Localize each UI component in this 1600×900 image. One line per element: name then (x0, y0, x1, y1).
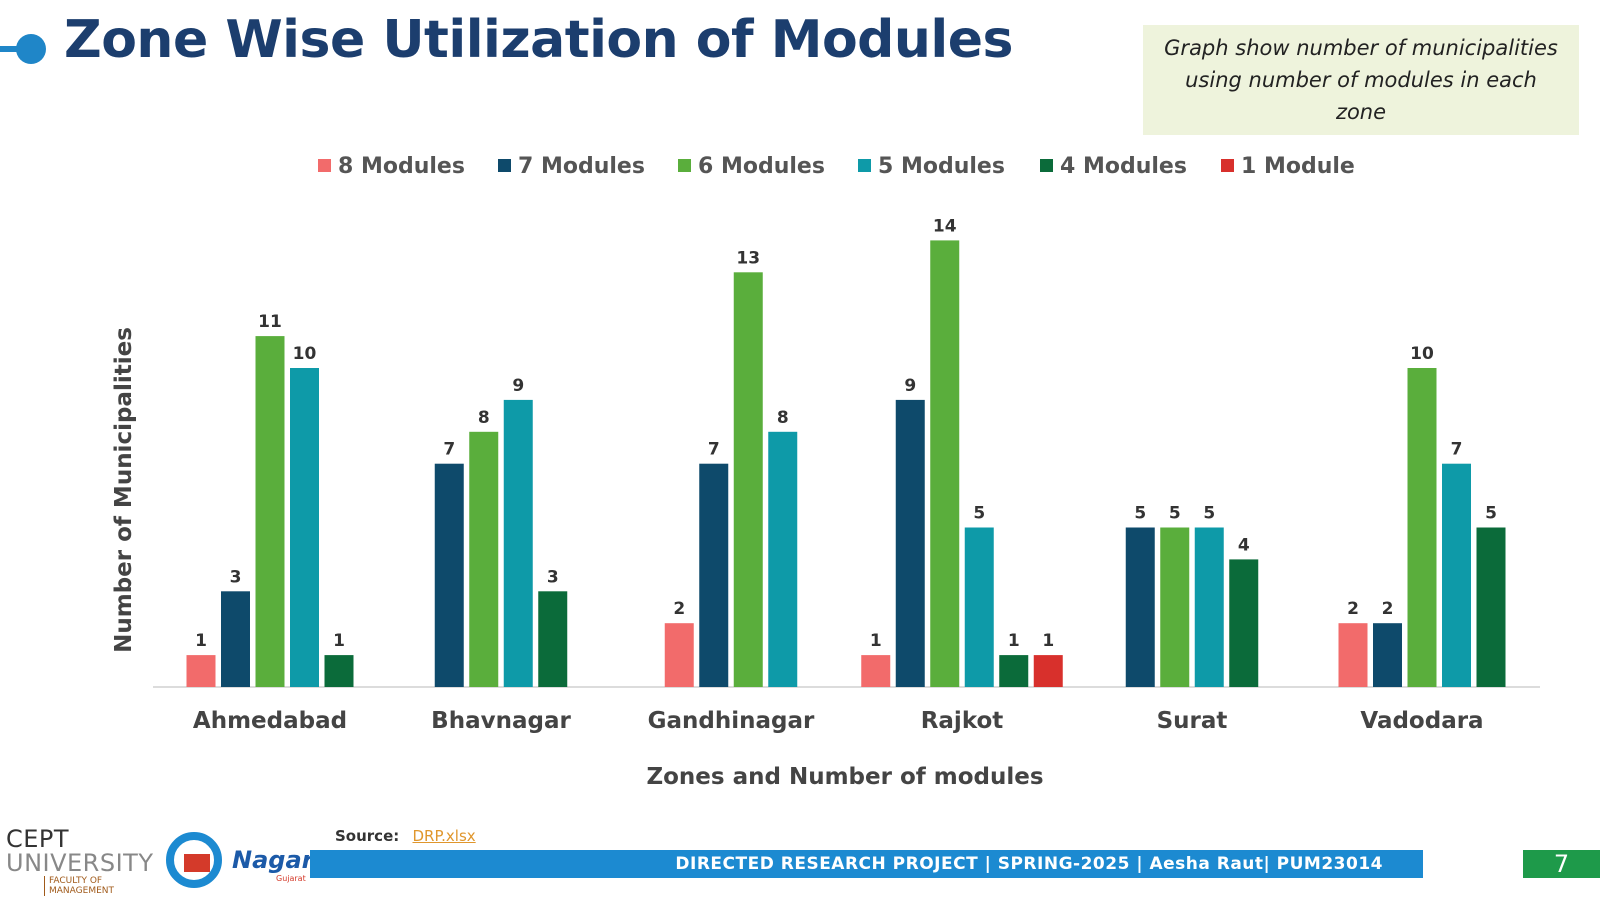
bar (434, 463, 464, 687)
data-label: 11 (258, 312, 282, 332)
data-label: 14 (933, 216, 957, 236)
data-label: 1 (333, 631, 345, 651)
legend-label: 5 Modules (878, 154, 1005, 179)
legend-label: 7 Modules (518, 154, 645, 179)
data-label: 1 (1042, 631, 1054, 651)
bar (186, 655, 216, 687)
bar-chart: 1311101Ahmedabad7893Bhavnagar27138Gandhi… (111, 154, 1540, 790)
title-accent-line (0, 46, 30, 52)
nagar-logo: Nagar Gujarat (166, 832, 314, 896)
bar (930, 240, 960, 687)
bar (999, 655, 1029, 687)
data-label: 13 (736, 248, 760, 268)
data-label: 3 (230, 567, 242, 587)
data-label: 2 (1347, 599, 1359, 619)
nagar-ring-icon (166, 832, 222, 888)
footer-text: DIRECTED RESEARCH PROJECT | SPRING-2025 … (675, 854, 1383, 874)
data-label: 2 (1382, 599, 1394, 619)
bar (255, 336, 285, 687)
data-label: 5 (1203, 504, 1215, 524)
data-label: 8 (777, 408, 789, 428)
x-tick-label: Gandhinagar (648, 708, 815, 734)
legend-label: 8 Modules (338, 154, 465, 179)
bar (538, 591, 568, 687)
x-tick-label: Rajkot (921, 708, 1004, 734)
page-title: Zone Wise Utilization of Modules (64, 10, 1013, 70)
data-label: 5 (1169, 504, 1181, 524)
x-tick-label: Vadodara (1360, 708, 1483, 734)
data-label: 3 (547, 567, 559, 587)
x-axis-title: Zones and Number of modules (646, 764, 1043, 790)
cept-logo-line1: CEPT (6, 825, 70, 853)
data-label: 7 (708, 440, 720, 460)
data-label: 4 (1238, 535, 1250, 555)
data-label: 5 (1134, 504, 1146, 524)
x-tick-label: Ahmedabad (193, 708, 347, 734)
data-label: 5 (1485, 504, 1497, 524)
data-label: 7 (443, 440, 455, 460)
data-label: 1 (195, 631, 207, 651)
data-label: 1 (1008, 631, 1020, 651)
bar (768, 431, 798, 687)
legend-label: 1 Module (1241, 154, 1355, 179)
bar (1194, 527, 1224, 687)
bar (895, 399, 925, 687)
data-label: 2 (673, 599, 685, 619)
bar (1229, 559, 1259, 687)
data-label: 10 (293, 344, 317, 364)
x-tick-label: Bhavnagar (431, 708, 571, 734)
nagar-logo-sub: Gujarat (276, 874, 306, 883)
data-label: 9 (904, 376, 916, 396)
bar (664, 623, 694, 687)
bar (503, 399, 533, 687)
bar (733, 272, 763, 687)
bar (1442, 463, 1471, 687)
bar (964, 527, 994, 687)
nagar-city-icon (184, 854, 210, 872)
bar (1338, 623, 1368, 687)
y-axis-title: Number of Municipalities (111, 327, 137, 653)
bar (1033, 655, 1063, 687)
legend-swatch (318, 159, 331, 172)
legend-swatch (498, 159, 511, 172)
footer-bar: DIRECTED RESEARCH PROJECT | SPRING-2025 … (310, 850, 1423, 878)
legend-swatch (858, 159, 871, 172)
legend-label: 6 Modules (698, 154, 825, 179)
cept-logo-line3: FACULTY OF MANAGEMENT (44, 876, 146, 896)
title-bullet-icon (16, 34, 46, 64)
bar (221, 591, 250, 687)
cept-logo-line2: UNIVERSITY (6, 849, 154, 877)
bar (1160, 527, 1190, 687)
bar (324, 655, 354, 687)
data-label: 1 (870, 631, 882, 651)
source-label: Source: (335, 827, 400, 845)
data-label: 7 (1451, 440, 1463, 460)
data-label: 8 (478, 408, 490, 428)
data-label: 10 (1410, 344, 1434, 364)
legend-swatch (1221, 159, 1234, 172)
bar (699, 463, 729, 687)
bar (1373, 623, 1402, 687)
bar (290, 368, 319, 687)
bar (1125, 527, 1155, 687)
bar (1476, 527, 1506, 687)
x-tick-label: Surat (1157, 708, 1228, 734)
bar (469, 431, 499, 687)
bar (861, 655, 891, 687)
cept-university-logo: CEPT UNIVERSITY FACULTY OF MANAGEMENT (6, 825, 154, 896)
legend-swatch (678, 159, 691, 172)
data-label: 5 (973, 504, 985, 524)
source: Source: DRP.xlsx (335, 827, 476, 845)
nagar-logo-text: Nagar (232, 846, 314, 874)
bar (1407, 368, 1437, 687)
legend-swatch (1040, 159, 1053, 172)
data-label: 9 (512, 376, 524, 396)
page-number: 7 (1523, 850, 1600, 878)
legend-label: 4 Modules (1060, 154, 1187, 179)
source-link[interactable]: DRP.xlsx (412, 827, 476, 845)
chart-note: Graph show number of municipalities usin… (1143, 25, 1579, 135)
